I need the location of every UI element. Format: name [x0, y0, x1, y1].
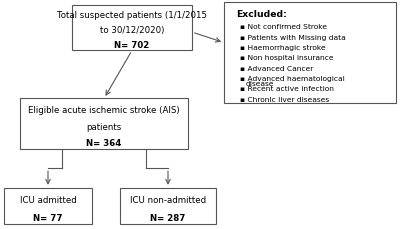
Text: ▪ Chronic liver diseases: ▪ Chronic liver diseases	[240, 97, 329, 103]
Text: ▪ Non hospital insurance: ▪ Non hospital insurance	[240, 55, 334, 61]
Text: ▪ Patients with Missing data: ▪ Patients with Missing data	[240, 35, 346, 41]
FancyBboxPatch shape	[72, 5, 192, 50]
Text: disease: disease	[246, 81, 274, 87]
Text: ▪ Recent active infection: ▪ Recent active infection	[240, 86, 334, 92]
Text: ICU admitted: ICU admitted	[20, 196, 76, 205]
Text: N= 77: N= 77	[33, 214, 63, 224]
FancyBboxPatch shape	[4, 188, 92, 224]
Text: ▪ Haemorrhagic stroke: ▪ Haemorrhagic stroke	[240, 45, 326, 51]
FancyBboxPatch shape	[20, 98, 188, 149]
Text: N= 702: N= 702	[114, 41, 150, 50]
Text: Excluded:: Excluded:	[236, 10, 287, 19]
Text: Total suspected patients (1/1/2015: Total suspected patients (1/1/2015	[57, 11, 207, 20]
Text: Eligible acute ischemic stroke (AIS): Eligible acute ischemic stroke (AIS)	[28, 106, 180, 115]
Text: N= 287: N= 287	[150, 214, 186, 224]
Text: N= 364: N= 364	[86, 139, 122, 148]
Text: ▪ Not confirmed Stroke: ▪ Not confirmed Stroke	[240, 25, 327, 30]
Text: ICU non-admitted: ICU non-admitted	[130, 196, 206, 205]
Text: ▪ Advanced Cancer: ▪ Advanced Cancer	[240, 66, 313, 72]
Text: ▪ Advanced haematological: ▪ Advanced haematological	[240, 76, 345, 82]
FancyBboxPatch shape	[224, 2, 396, 103]
Text: patients: patients	[86, 123, 122, 131]
Text: to 30/12/2020): to 30/12/2020)	[100, 26, 164, 35]
FancyBboxPatch shape	[120, 188, 216, 224]
